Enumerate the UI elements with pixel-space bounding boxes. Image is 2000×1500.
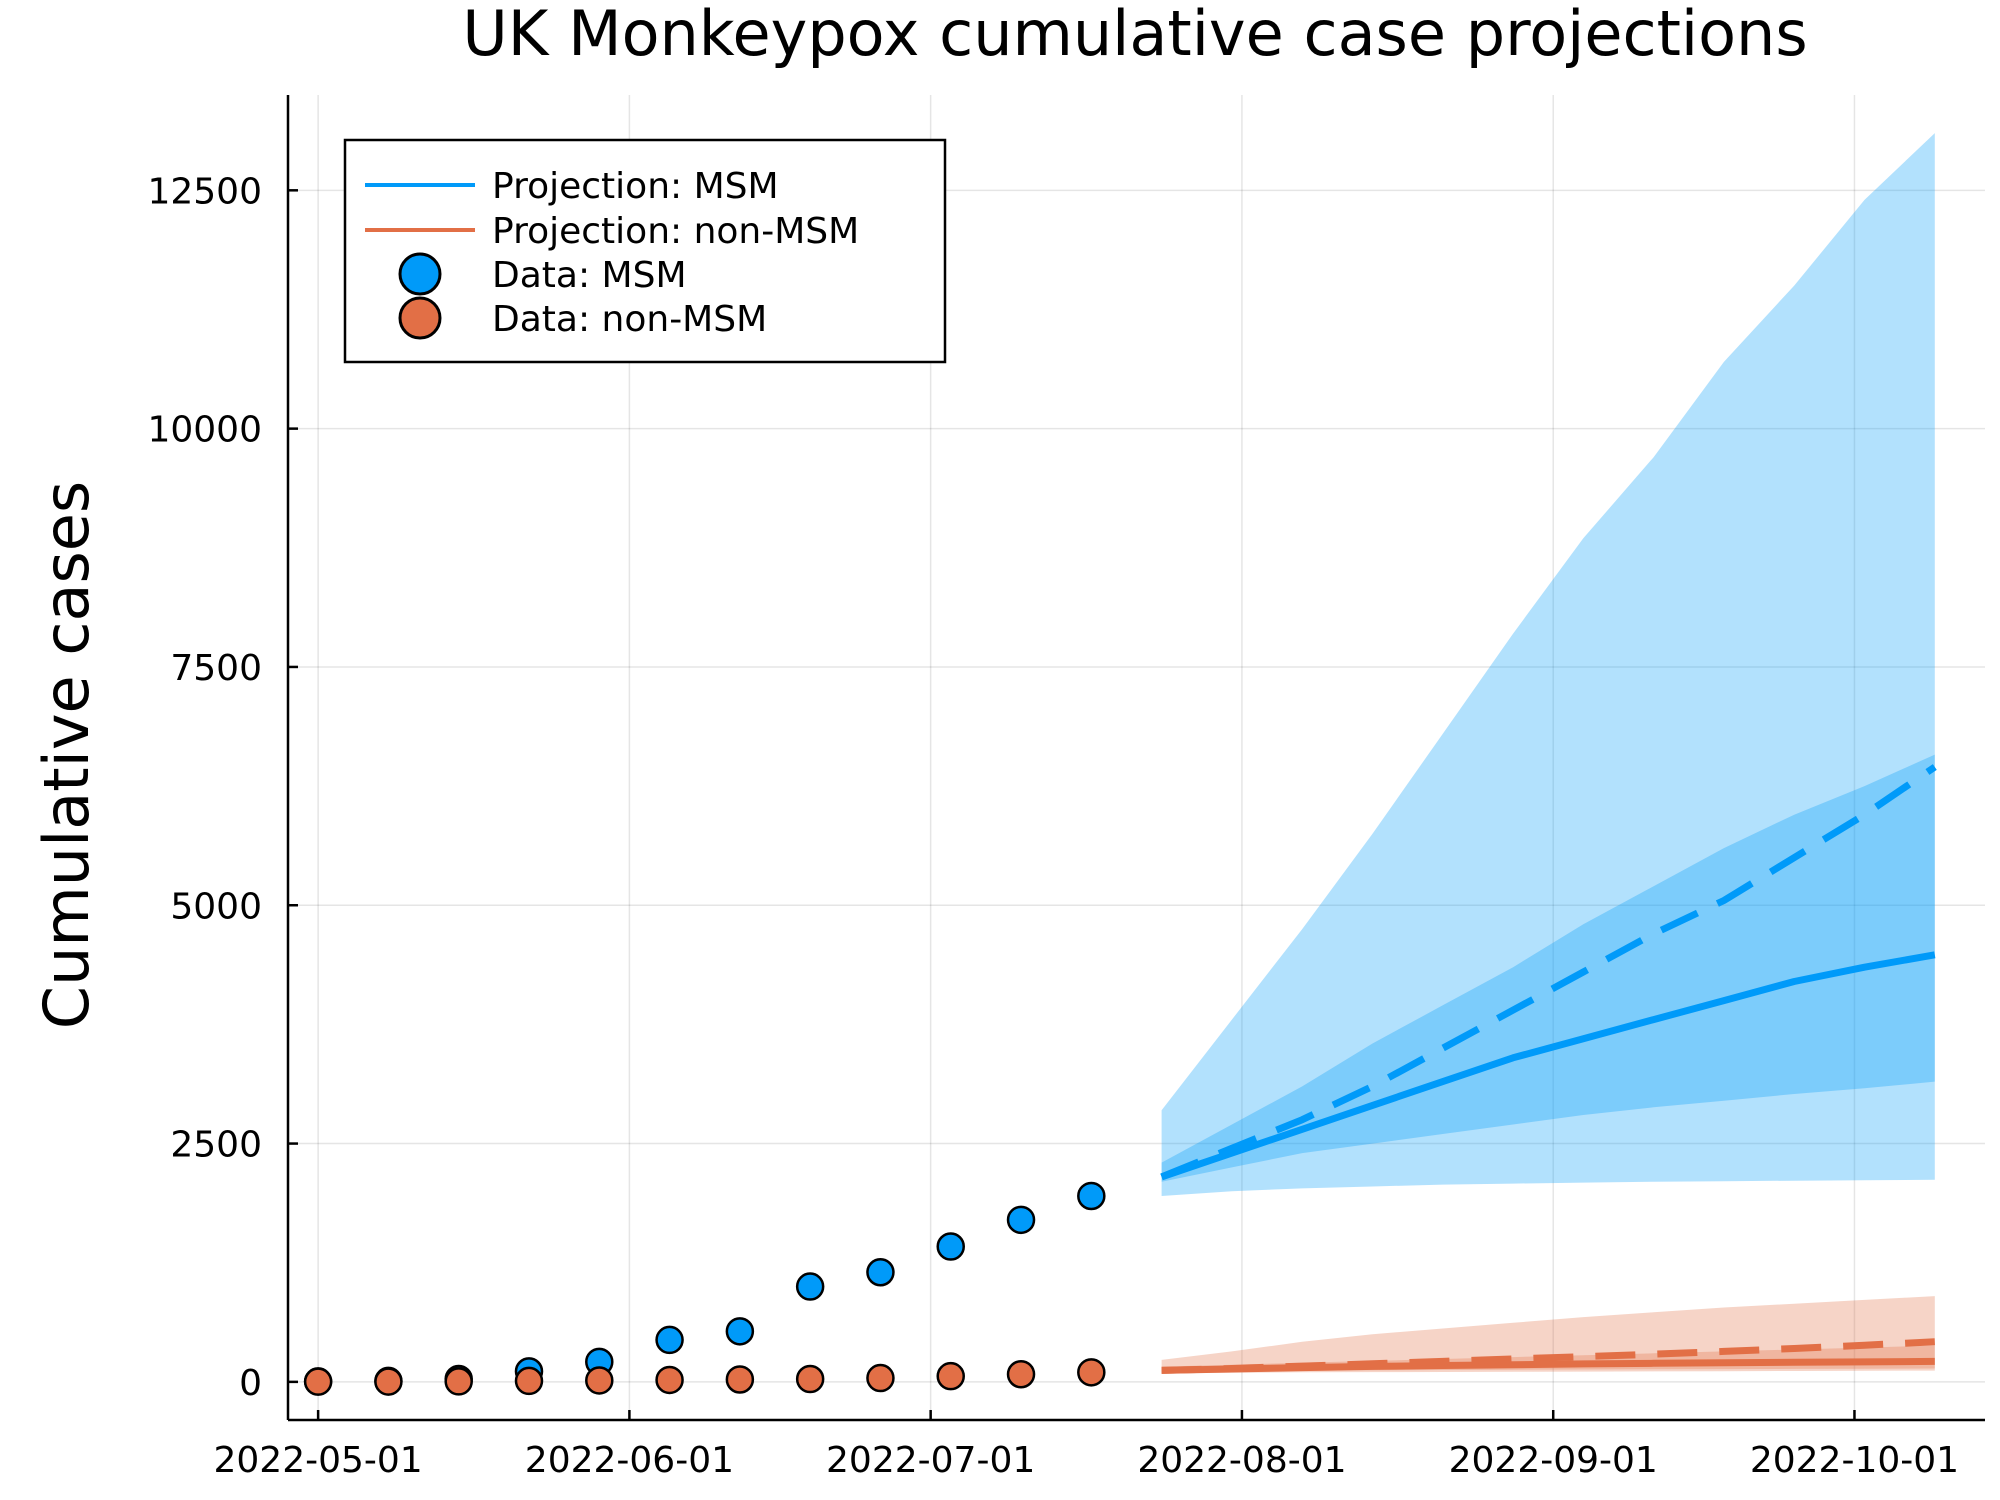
- msm-data-point: [936, 1232, 965, 1261]
- non-msm-data-point: [444, 1367, 473, 1396]
- msm-data-point: [655, 1325, 684, 1355]
- non-msm-data-point: [1006, 1359, 1036, 1389]
- chart-title: UK Monkeypox cumulative case projections: [462, 0, 1807, 70]
- msm-data-point: [866, 1257, 895, 1287]
- msm-data-point: [725, 1317, 755, 1346]
- data-points: [303, 1181, 1106, 1396]
- x-tick-label-2: 2022-07-01: [826, 1440, 1035, 1481]
- y-tick-labels: 0 2500 5000 7500 10000 12500: [147, 171, 262, 1404]
- legend-swatch-3: [398, 296, 442, 340]
- non-msm-data-point: [866, 1363, 895, 1393]
- x-tick-label-0: 2022-05-01: [214, 1440, 423, 1481]
- legend-label-1: Projection: non-MSM: [492, 211, 859, 252]
- legend-label-0: Projection: MSM: [492, 166, 779, 207]
- non-msm-projection-dashed-line: [1161, 1338, 1935, 1374]
- legend-box: [343, 138, 947, 364]
- axes: [286, 95, 1985, 1422]
- legend-label-3: Data: non-MSM: [492, 299, 767, 340]
- non-msm-data-point: [936, 1361, 965, 1391]
- non-msm-data-point: [655, 1365, 684, 1395]
- msm-outer-band: [1161, 133, 1935, 1197]
- non-msm-data-point: [514, 1366, 544, 1396]
- non-msm-data-point: [795, 1364, 825, 1394]
- non-msm-data-point: [585, 1366, 614, 1395]
- legend-swatch-2: [398, 252, 442, 296]
- msm-data-point: [795, 1272, 825, 1301]
- projection-lines: [1160, 764, 1937, 1374]
- y-tick-label-1: 2500: [170, 1125, 262, 1166]
- msm-data-point: [1006, 1205, 1036, 1235]
- x-tick-labels: 2022-05-01 2022-06-01 2022-07-01 2022-08-01…: [214, 1440, 1960, 1481]
- y-tick-label-0: 0: [239, 1363, 262, 1404]
- msm-projection-dashed-line: [1160, 764, 1937, 1181]
- x-tick-label-4: 2022-09-01: [1449, 1440, 1658, 1481]
- non-msm-data-point: [725, 1365, 755, 1394]
- msm-inner-band: [1161, 754, 1935, 1182]
- non-msm-data-point: [1077, 1358, 1106, 1387]
- y-axis-label: Cumulative cases: [30, 481, 103, 1029]
- non-msm-data-point: [374, 1367, 403, 1396]
- non-msm-data-point: [303, 1367, 333, 1396]
- x-tick-label-1: 2022-06-01: [525, 1440, 734, 1481]
- x-tick-label-3: 2022-08-01: [1137, 1440, 1346, 1481]
- y-tick-label-4: 10000: [147, 410, 262, 451]
- x-tick-label-5: 2022-10-01: [1750, 1440, 1959, 1481]
- y-tick-label-2: 5000: [170, 886, 262, 927]
- legend-label-2: Data: MSM: [492, 255, 687, 296]
- y-tick-label-3: 7500: [170, 648, 262, 689]
- msm-data-point: [1077, 1181, 1106, 1211]
- msm-projection-median-line: [1160, 951, 1936, 1181]
- y-tick-label-5: 12500: [147, 171, 262, 212]
